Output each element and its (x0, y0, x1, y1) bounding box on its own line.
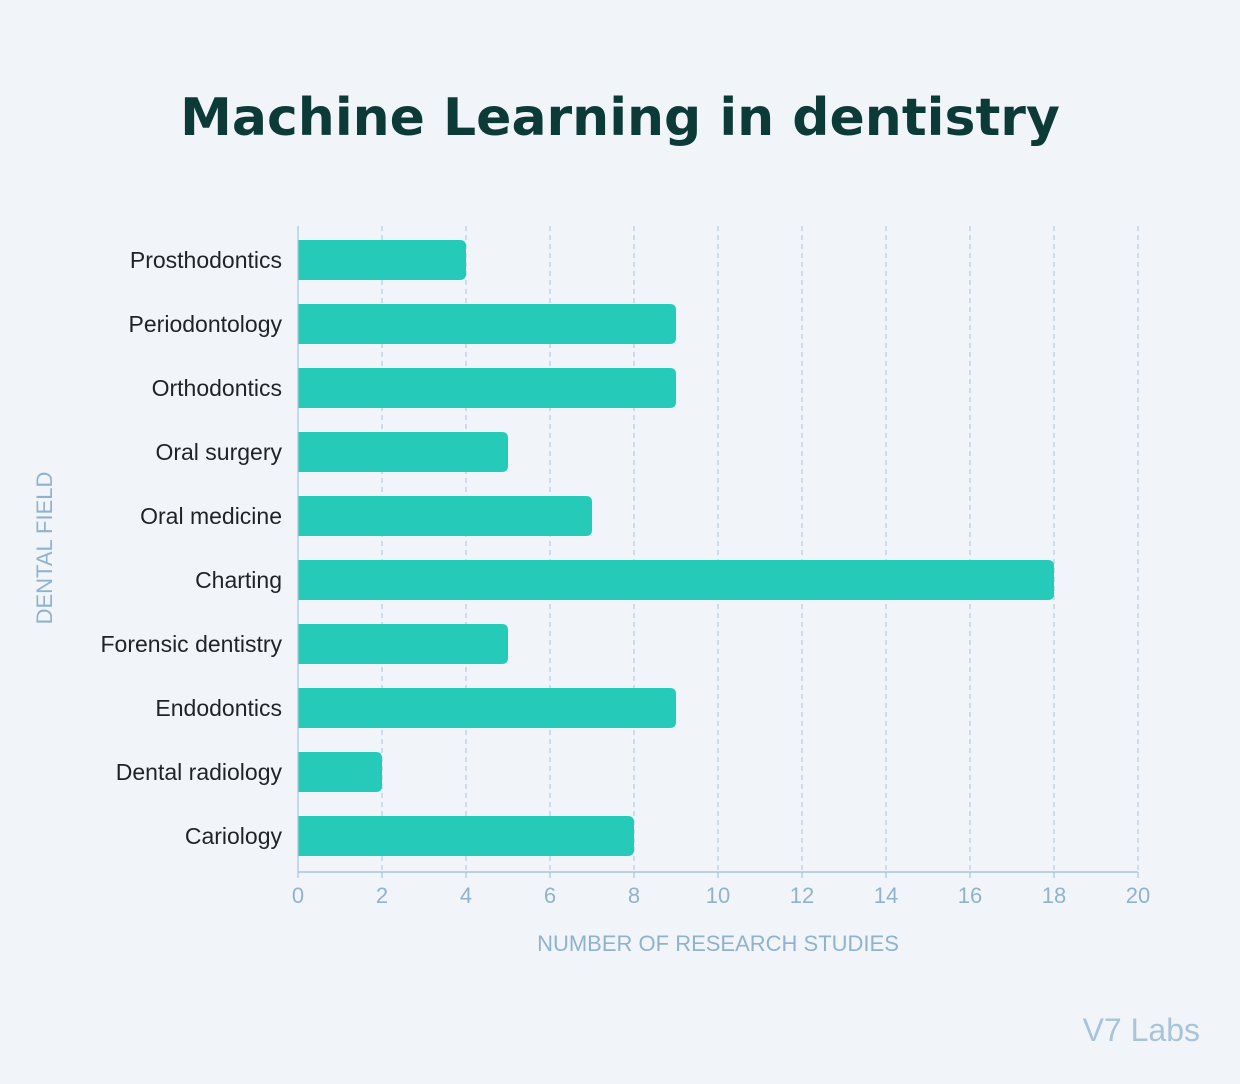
category-label: Oral medicine (140, 503, 282, 529)
x-tick-label: 16 (958, 883, 982, 908)
x-tick-label: 18 (1042, 883, 1066, 908)
x-tick-label: 2 (376, 883, 388, 908)
bar-prosthodontics (298, 240, 466, 280)
bar-forensic-dentistry (298, 624, 508, 664)
x-tick-label: 12 (790, 883, 814, 908)
bar-periodontology (298, 304, 676, 344)
category-label: Cariology (185, 823, 283, 849)
x-tick-label: 4 (460, 883, 472, 908)
bar-orthodontics (298, 368, 676, 408)
category-label: Orthodontics (152, 375, 282, 401)
category-label: Endodontics (155, 695, 282, 721)
x-tick-label: 20 (1126, 883, 1150, 908)
category-label: Periodontology (129, 311, 283, 337)
x-tick-labels: 0 2 4 6 8 10 12 14 16 18 20 (292, 883, 1150, 908)
bar-endodontics (298, 688, 676, 728)
bar-cariology (298, 816, 634, 856)
x-axis-title: NUMBER OF RESEARCH STUDIES (537, 931, 899, 956)
x-axis (297, 226, 1139, 878)
y-axis-title: DENTAL FIELD (32, 472, 57, 625)
category-label: Forensic dentistry (100, 631, 282, 657)
x-tick-label: 8 (628, 883, 640, 908)
x-tick-label: 14 (874, 883, 898, 908)
x-tick-label: 0 (292, 883, 304, 908)
watermark-logo-text: V7 Labs (1082, 1012, 1200, 1048)
x-tick-label: 6 (544, 883, 556, 908)
category-label: Oral surgery (155, 439, 282, 465)
bar-charting (298, 560, 1054, 600)
bar-dental-radiology (298, 752, 382, 792)
bar-oral-surgery (298, 432, 508, 472)
chart-title: Machine Learning in dentistry (180, 88, 1060, 148)
category-label: Dental radiology (116, 759, 283, 785)
category-label: Charting (195, 567, 282, 593)
bar-oral-medicine (298, 496, 592, 536)
category-label: Prosthodontics (130, 247, 282, 273)
bars (298, 240, 1054, 856)
category-labels: Prosthodontics Periodontology Orthodontics… (100, 247, 282, 849)
x-tick-label: 10 (706, 883, 730, 908)
